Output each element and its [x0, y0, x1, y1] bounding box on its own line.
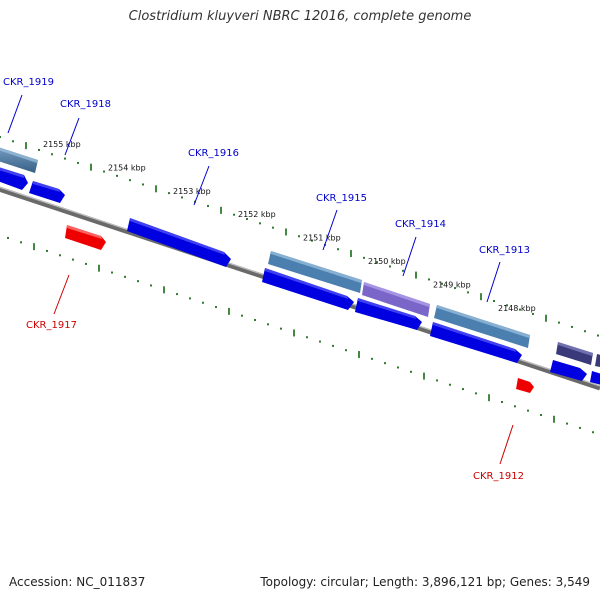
- tick-label: 2148 kbp: [498, 304, 536, 313]
- gene-label-ckr-1917[interactable]: CKR_1917: [26, 320, 77, 331]
- gene-ckr-1919[interactable]: [0, 146, 38, 173]
- gene-label-ckr-1913[interactable]: CKR_1913: [479, 245, 530, 256]
- tick-label: 2153 kbp: [173, 187, 211, 196]
- inner-tick-track: [7, 237, 594, 434]
- genome-title: Clostridium kluyveri NBRC 12016, complet…: [128, 9, 472, 24]
- gene-label-ckr-1919[interactable]: CKR_1919: [3, 77, 54, 88]
- gene-ckr-1914[interactable]: [355, 282, 430, 330]
- gene-ckr-1916[interactable]: [127, 218, 231, 267]
- tick-labels: 2155 kbp 2154 kbp 2153 kbp 2152 kbp 2151 kbp…: [43, 140, 536, 313]
- tick-label: 2150 kbp: [368, 257, 406, 266]
- gene-label-ckr-1912[interactable]: CKR_1912: [473, 471, 524, 482]
- gene-ckr-1913[interactable]: [430, 305, 530, 363]
- gene-label-ckr-1915[interactable]: CKR_1915: [316, 193, 367, 204]
- gene-ckr-1918[interactable]: [0, 166, 65, 203]
- tick-label: 2155 kbp: [43, 140, 81, 149]
- outer-tick-track: [0, 136, 599, 337]
- gene-ckr-1915[interactable]: [262, 251, 362, 310]
- tick-label: 2149 kbp: [433, 280, 471, 289]
- accession-label: Accession: NC_011837: [9, 575, 146, 589]
- gene-label-ckr-1914[interactable]: CKR_1914: [395, 219, 446, 230]
- gene-partial-right[interactable]: [550, 342, 600, 386]
- gene-label-ckr-1918[interactable]: CKR_1918: [60, 99, 111, 110]
- tick-label: 2152 kbp: [238, 210, 276, 219]
- tick-label: 2151 kbp: [303, 234, 341, 243]
- tick-label: 2154 kbp: [108, 163, 146, 172]
- gene-ckr-1917[interactable]: [65, 225, 106, 250]
- gene-label-ckr-1916[interactable]: CKR_1916: [188, 148, 239, 159]
- gene-ckr-1912[interactable]: [516, 378, 534, 393]
- genome-summary-label: Topology: circular; Length: 3,896,121 bp…: [260, 575, 590, 589]
- gene-leader-lines: [7, 94, 514, 465]
- gene-labels: CKR_1919 CKR_1918 CKR_1917 CKR_1916 CKR_…: [3, 77, 530, 482]
